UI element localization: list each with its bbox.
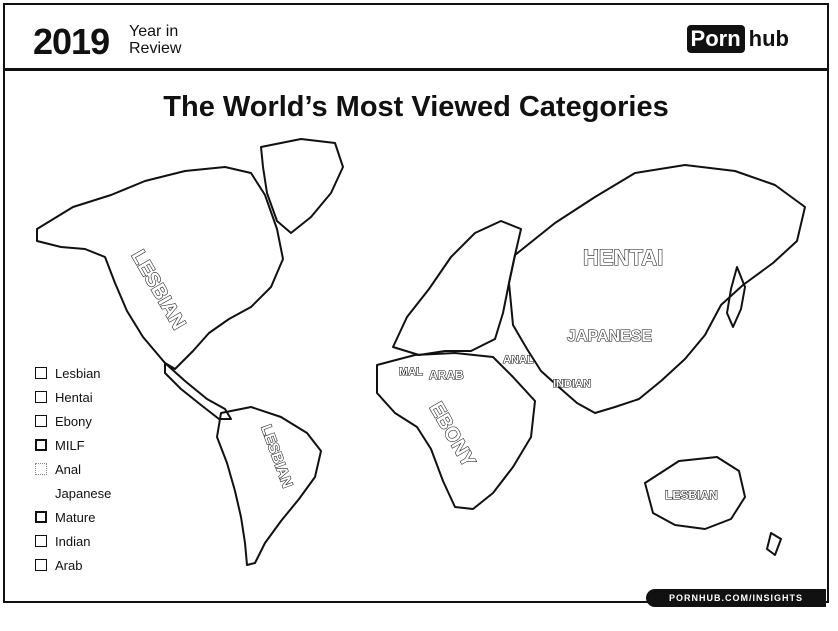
landmass-japan xyxy=(726,266,746,328)
header-bar: 2019 Year in Review Porn hub xyxy=(5,5,827,71)
legend-swatch xyxy=(35,415,47,427)
legend-swatch xyxy=(35,487,47,499)
legend-swatch xyxy=(35,439,47,451)
legend-item-arab: Arab xyxy=(35,553,111,577)
brand-logo-box: Porn xyxy=(686,25,745,53)
legend-item-ebony: Ebony xyxy=(35,409,111,433)
legend-item-lesbian: Lesbian xyxy=(35,361,111,385)
page-title: The World’s Most Viewed Categories xyxy=(163,91,669,123)
legend-item-indian: Indian xyxy=(35,529,111,553)
map-label-lesbian-north-america: LESBIAN xyxy=(127,247,190,334)
continent-south-america xyxy=(216,406,322,566)
continent-europe xyxy=(392,220,522,356)
continent-africa xyxy=(376,352,536,510)
infographic-frame: 2019 Year in Review Porn hub The World’s… xyxy=(3,3,829,603)
continent-asia xyxy=(508,164,806,414)
map-label-ebony: EBONY xyxy=(425,399,480,472)
continent-australia xyxy=(644,456,746,530)
year-label: 2019 xyxy=(33,21,110,62)
brand-logo: Porn hub xyxy=(686,25,791,53)
legend-swatch xyxy=(35,463,47,475)
year-in-review-line1: Year in xyxy=(129,23,179,40)
continent-north-america xyxy=(36,166,284,370)
legend-item-anal: Anal xyxy=(35,457,111,481)
legend-swatch xyxy=(35,559,47,571)
map-label-lesbian-south-america: LESBIAN xyxy=(257,423,295,491)
landmass-central-america xyxy=(164,362,232,420)
world-map: LESBIAN LESBIAN HENTAI JAPANESE ANAL MAL… xyxy=(36,138,806,566)
map-labels: LESBIAN LESBIAN HENTAI JAPANESE ANAL MAL… xyxy=(126,244,718,502)
map-label-anal: ANAL xyxy=(503,354,534,366)
legend-label: Japanese xyxy=(55,485,112,501)
map-label-japanese: JAPANESE xyxy=(567,328,652,345)
legend-label: Indian xyxy=(55,533,91,549)
legend: Lesbian Hentai Ebony MILF Anal Japanese … xyxy=(35,361,111,577)
legend-item-hentai: Hentai xyxy=(35,385,111,409)
legend-item-milf: MILF xyxy=(35,433,111,457)
map-label-hentai: HENTAI xyxy=(583,245,663,270)
map-label-arab: ARAB xyxy=(429,368,464,382)
legend-swatch xyxy=(35,391,47,403)
insights-url-tab: PORNHUB.COM/INSIGHTS xyxy=(646,589,826,607)
legend-label: Ebony xyxy=(55,413,92,429)
legend-label: Anal xyxy=(55,461,82,477)
brand-logo-text: hub xyxy=(748,26,789,51)
map-label-indian: INDIAN xyxy=(553,378,591,390)
landmass-greenland xyxy=(260,138,344,234)
year-in-review-line2: Review xyxy=(129,40,182,57)
legend-label: Hentai xyxy=(55,389,93,405)
legend-item-japanese: Japanese xyxy=(35,481,111,505)
landmass-new-zealand xyxy=(766,532,782,556)
legend-label: Lesbian xyxy=(55,365,101,381)
legend-swatch xyxy=(35,511,47,523)
legend-item-mature: Mature xyxy=(35,505,111,529)
legend-label: Mature xyxy=(55,509,96,525)
legend-swatch xyxy=(35,367,47,379)
year-in-review-label: Year in Review xyxy=(129,23,181,57)
legend-label: Arab xyxy=(55,557,83,573)
map-label-lesbian-australia: LESBIAN xyxy=(665,488,718,502)
map-label-mal: MAL xyxy=(399,366,423,378)
legend-label: MILF xyxy=(55,437,85,453)
legend-swatch xyxy=(35,535,47,547)
